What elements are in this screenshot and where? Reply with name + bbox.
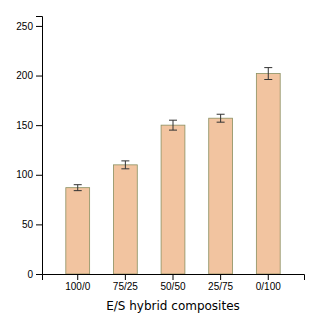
x-tick-label: 0/100 bbox=[256, 281, 281, 292]
x-tick: 100/0 bbox=[65, 274, 90, 292]
y-tick-mark bbox=[36, 274, 42, 275]
y-tick: 0 bbox=[27, 269, 42, 280]
x-tick: 0/100 bbox=[256, 274, 281, 292]
y-tick: 250 bbox=[16, 21, 42, 32]
x-tick-mark bbox=[125, 274, 126, 280]
x-tick-label: 75/25 bbox=[113, 281, 138, 292]
bar bbox=[209, 118, 233, 274]
x-axis: 100/0 75/25 50/50 25/75 0/100 bbox=[43, 274, 305, 292]
y-tick-mark bbox=[36, 175, 42, 176]
x-tick-mark bbox=[220, 274, 221, 280]
error-bar bbox=[217, 114, 225, 122]
bar bbox=[161, 125, 185, 274]
x-tick-label: 50/50 bbox=[160, 281, 185, 292]
y-tick-label: 50 bbox=[22, 219, 34, 230]
x-tick-mark bbox=[173, 274, 174, 280]
y-tick: 50 bbox=[22, 219, 42, 230]
y-tick: 200 bbox=[16, 70, 42, 81]
error-bar bbox=[74, 185, 82, 191]
x-tick-mark bbox=[268, 274, 269, 280]
y-tick-mark bbox=[36, 224, 42, 225]
x-axis-title: E/S hybrid composites bbox=[106, 299, 240, 313]
plot: 0 50 100 150 200 250 100/0 75/25 50/50 25/75 0/100 bbox=[16, 17, 304, 293]
x-tick: 50/50 bbox=[160, 274, 185, 292]
x-axis-line bbox=[43, 275, 305, 281]
bar bbox=[256, 74, 280, 274]
bar bbox=[66, 188, 90, 274]
y-tick-label: 200 bbox=[16, 70, 33, 81]
y-tick-label: 100 bbox=[16, 169, 33, 180]
y-tick-label: 250 bbox=[16, 21, 33, 32]
y-axis: 0 50 100 150 200 250 bbox=[16, 17, 42, 280]
x-tick: 25/75 bbox=[208, 274, 233, 292]
y-tick-mark bbox=[36, 26, 42, 27]
error-bar bbox=[121, 161, 129, 169]
x-tick-mark bbox=[77, 274, 78, 280]
error-bar bbox=[264, 68, 272, 80]
y-tick: 100 bbox=[16, 169, 42, 180]
chart: 0 50 100 150 200 250 100/0 75/25 50/50 25/75 0/100… bbox=[0, 0, 320, 320]
error-bar bbox=[169, 120, 177, 130]
y-axis-line bbox=[36, 17, 43, 275]
x-tick-label: 25/75 bbox=[208, 281, 233, 292]
x-tick-label: 100/0 bbox=[65, 281, 90, 292]
y-tick-label: 0 bbox=[27, 269, 33, 280]
bar bbox=[113, 165, 137, 274]
y-tick-mark bbox=[36, 125, 42, 126]
x-tick: 75/25 bbox=[113, 274, 138, 292]
marks bbox=[66, 68, 280, 274]
y-tick: 150 bbox=[16, 120, 42, 131]
y-tick-mark bbox=[36, 76, 42, 77]
y-tick-label: 150 bbox=[16, 120, 33, 131]
